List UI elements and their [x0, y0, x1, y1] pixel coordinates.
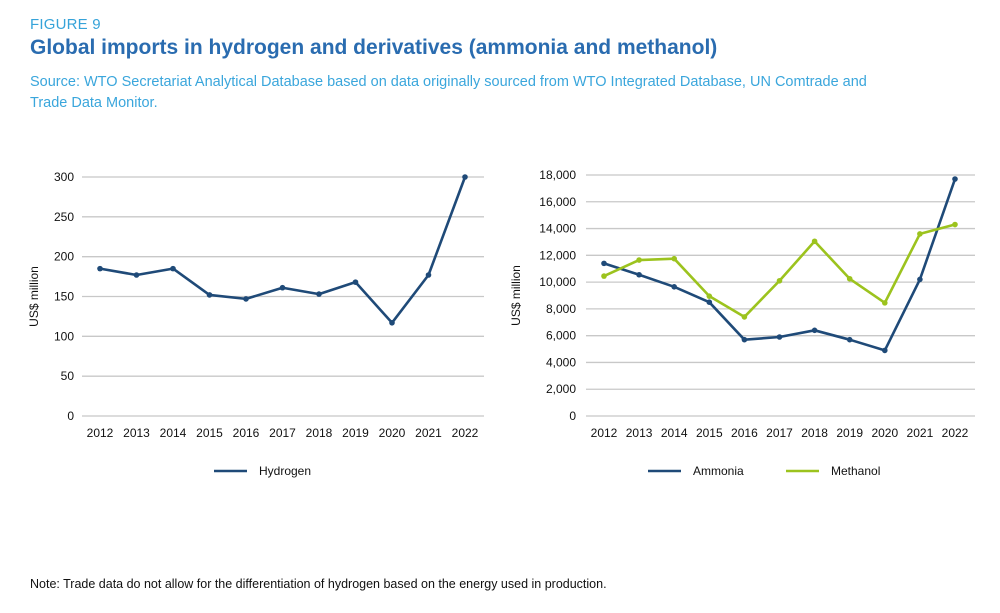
- x-tick-label: 2019: [836, 426, 863, 440]
- x-tick-label: 2021: [907, 426, 934, 440]
- series-line-hydrogen: [99, 176, 467, 325]
- y-tick-label: 10,000: [539, 275, 576, 289]
- data-point-ammonia: [846, 336, 853, 343]
- data-point-ammonia: [706, 299, 713, 305]
- y-tick-label: 2,000: [546, 382, 576, 396]
- x-tick-label: 2016: [731, 426, 758, 440]
- data-point-hydrogen: [389, 319, 395, 326]
- y-tick-label: 50: [61, 369, 75, 383]
- legend-label-ammonia: Ammonia: [693, 464, 744, 478]
- series-line-ammonia: [603, 178, 957, 352]
- data-point-ammonia: [741, 336, 748, 343]
- y-tick-label: 4,000: [546, 355, 576, 369]
- data-point-methanol: [741, 314, 748, 320]
- y-tick-label: 150: [54, 290, 74, 304]
- x-tick-label: 2021: [415, 426, 442, 440]
- figure-label: FIGURE 9: [30, 16, 101, 33]
- y-tick-label: 6,000: [546, 329, 576, 343]
- y-tick-label: 0: [67, 409, 74, 423]
- data-point-hydrogen: [425, 272, 432, 278]
- x-tick-label: 2020: [379, 426, 406, 440]
- data-point-hydrogen: [97, 265, 103, 272]
- y-tick-label: 250: [54, 210, 74, 224]
- x-tick-label: 2015: [696, 426, 723, 440]
- y-tick-label: 12,000: [539, 248, 576, 262]
- data-point-ammonia: [776, 334, 783, 340]
- figure-title: Global imports in hydrogen and derivativ…: [30, 36, 718, 59]
- x-tick-label: 2014: [661, 426, 688, 440]
- data-point-methanol: [601, 273, 607, 279]
- data-point-methanol: [671, 255, 677, 262]
- data-point-ammonia: [917, 276, 923, 283]
- data-point-ammonia: [601, 260, 607, 267]
- data-point-methanol: [706, 293, 713, 299]
- y-tick-label: 18,000: [539, 168, 576, 182]
- y-tick-label: 14,000: [539, 222, 576, 236]
- source-text: Source: WTO Secretariat Analytical Datab…: [30, 74, 867, 111]
- data-point-hydrogen: [462, 174, 468, 180]
- x-tick-label: 2018: [306, 426, 333, 440]
- x-tick-label: 2015: [196, 426, 223, 440]
- x-tick-label: 2020: [871, 426, 898, 440]
- data-point-hydrogen: [133, 272, 140, 278]
- data-point-methanol: [846, 275, 853, 282]
- data-point-methanol: [882, 300, 888, 306]
- y-tick-label: 300: [54, 170, 74, 184]
- data-point-ammonia: [882, 347, 888, 354]
- legend-label-methanol: Methanol: [831, 464, 880, 478]
- x-tick-label: 2022: [942, 426, 969, 440]
- footnote: Note: Trade data do not allow for the di…: [30, 577, 607, 591]
- data-point-methanol: [776, 277, 783, 284]
- y-tick-label: 200: [54, 250, 74, 264]
- x-tick-label: 2017: [269, 426, 296, 440]
- x-tick-label: 2017: [766, 426, 793, 440]
- x-tick-label: 2022: [452, 426, 479, 440]
- data-point-hydrogen: [206, 292, 213, 298]
- x-tick-label: 2014: [160, 426, 187, 440]
- data-point-methanol: [917, 231, 923, 237]
- data-point-ammonia: [952, 176, 958, 182]
- data-point-methanol: [952, 221, 958, 228]
- y-tick-label: 100: [54, 329, 74, 343]
- x-tick-label: 2012: [87, 426, 114, 440]
- y-tick-label: 16,000: [539, 195, 576, 209]
- data-point-hydrogen: [279, 284, 286, 291]
- y-axis-label: US$ million: [509, 265, 523, 326]
- data-point-hydrogen: [170, 265, 176, 272]
- data-point-hydrogen: [316, 291, 322, 297]
- x-tick-label: 2012: [591, 426, 618, 440]
- x-tick-label: 2018: [801, 426, 828, 440]
- data-point-hydrogen: [243, 296, 249, 302]
- x-tick-label: 2013: [123, 426, 150, 440]
- y-tick-label: 8,000: [546, 302, 576, 316]
- x-tick-label: 2019: [342, 426, 369, 440]
- y-axis-label: US$ million: [27, 266, 41, 327]
- series-line-methanol: [603, 223, 956, 319]
- data-point-ammonia: [636, 271, 642, 278]
- data-point-methanol: [811, 238, 818, 245]
- x-tick-label: 2016: [233, 426, 260, 440]
- data-point-methanol: [636, 257, 642, 263]
- data-point-hydrogen: [352, 279, 359, 285]
- x-tick-label: 2013: [626, 426, 653, 440]
- data-point-ammonia: [671, 283, 677, 290]
- data-point-ammonia: [811, 327, 818, 334]
- legend-label-hydrogen: Hydrogen: [259, 464, 311, 478]
- y-tick-label: 0: [569, 409, 576, 423]
